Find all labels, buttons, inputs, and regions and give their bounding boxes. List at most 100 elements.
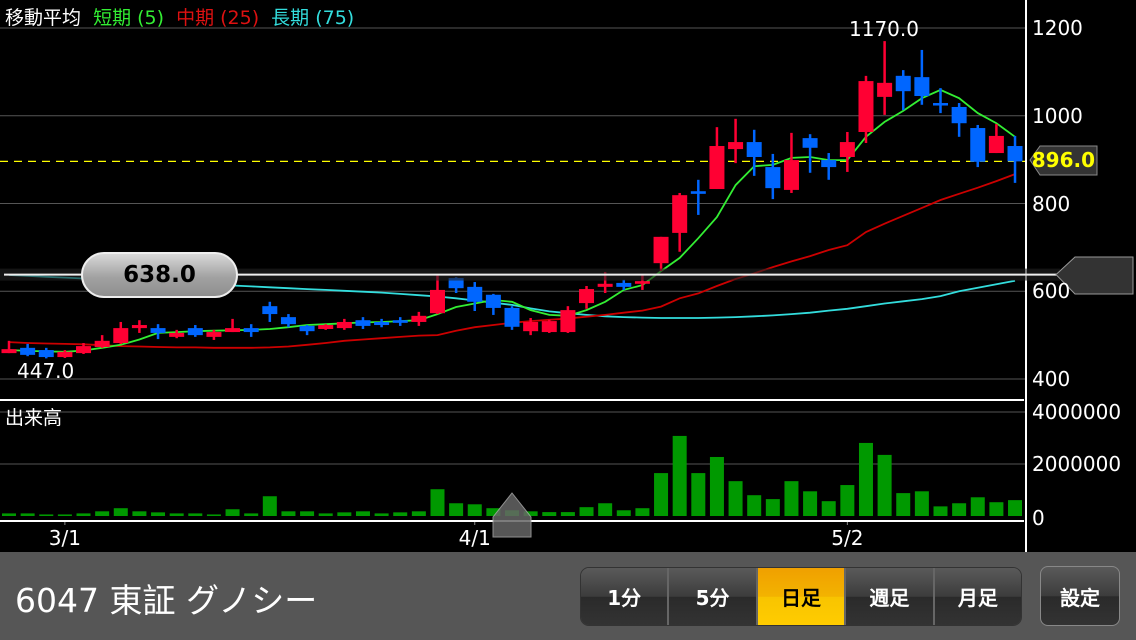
candle-body	[523, 321, 539, 332]
volume-bar	[76, 513, 91, 516]
candle-body	[411, 315, 427, 322]
period-weekly-button[interactable]: 週足	[846, 568, 935, 625]
volume-bar	[989, 502, 1004, 516]
candle-body	[187, 328, 203, 336]
volume-bar	[803, 491, 818, 516]
price-axis-label: 600	[1032, 279, 1071, 304]
candle-body	[169, 332, 185, 337]
volume-bar	[616, 510, 631, 516]
candlestick	[1, 340, 17, 354]
candle-body	[616, 282, 632, 287]
volume-bar	[2, 513, 16, 516]
volume-bar	[896, 493, 911, 516]
price-axis-label: 1000	[1032, 103, 1083, 128]
date-axis-label: 3/1	[48, 526, 81, 550]
volume-bar	[411, 511, 426, 516]
candlestick	[20, 343, 36, 357]
candle-body	[131, 325, 147, 329]
candle-body	[448, 278, 464, 289]
volume-bar	[747, 495, 762, 516]
candlestick	[225, 318, 241, 333]
candle-body	[877, 82, 893, 97]
settings-button[interactable]: 設定	[1040, 566, 1120, 626]
candlestick	[709, 127, 725, 190]
volume-bar	[151, 512, 166, 516]
candle-body	[579, 289, 595, 304]
period-1min-button[interactable]: 1分	[581, 568, 670, 625]
candlestick	[616, 279, 632, 290]
crosshair-price-handle[interactable]	[1055, 256, 1134, 295]
candle-body	[914, 77, 930, 97]
candlestick	[1007, 135, 1023, 183]
volume-bar	[542, 512, 557, 516]
candle-body	[485, 294, 501, 308]
candle-body	[690, 191, 706, 194]
high-price-label: 1170.0	[849, 17, 919, 41]
candlestick	[411, 311, 427, 326]
period-selector: 1分 5分 日足 週足 月足	[580, 567, 1022, 626]
current-price-tag	[1029, 145, 1098, 176]
candle-body	[672, 195, 688, 233]
candle-body	[765, 167, 781, 189]
candle-body	[150, 328, 166, 333]
candlestick	[187, 325, 203, 337]
crosshair-price-label[interactable]: 638.0	[81, 252, 238, 298]
volume-bar	[523, 511, 538, 516]
volume-bar	[598, 503, 613, 516]
volume-bar	[914, 491, 929, 516]
candlestick	[94, 335, 110, 348]
low-price-label: 447.0	[17, 359, 75, 383]
candle-body	[839, 142, 855, 157]
crosshair-date-handle[interactable]	[492, 492, 532, 538]
candle-body	[57, 351, 73, 358]
candlestick	[560, 306, 576, 333]
volume-bar	[393, 512, 408, 516]
period-monthly-button[interactable]: 月足	[934, 568, 1021, 625]
candlestick	[504, 306, 520, 330]
volume-bar	[560, 512, 575, 516]
volume-bar	[467, 504, 482, 516]
volume-bar	[672, 435, 687, 516]
volume-axis-label: 2000000	[1032, 452, 1122, 476]
volume-bar	[337, 512, 352, 516]
candle-body	[746, 142, 762, 157]
candle-body	[467, 286, 483, 302]
candlestick	[783, 132, 799, 193]
volume-bar	[300, 511, 315, 516]
date-axis-label: 5/2	[831, 526, 864, 550]
candlestick	[765, 153, 781, 200]
legend-long-ma: 長期 (75)	[271, 7, 355, 29]
candle-body	[243, 328, 259, 333]
candlestick	[746, 129, 762, 176]
volume-bar	[635, 508, 650, 516]
candle-body	[634, 281, 650, 284]
candle-body	[541, 321, 557, 333]
candlestick	[131, 320, 147, 333]
volume-bar	[654, 473, 669, 516]
volume-bar	[355, 511, 370, 516]
stock-chart[interactable]	[0, 0, 1136, 552]
volume-bar	[952, 503, 967, 516]
volume-bar	[188, 513, 203, 516]
volume-bar	[57, 514, 72, 516]
volume-bar	[858, 442, 873, 516]
volume-bar	[206, 514, 221, 516]
candlestick	[336, 318, 352, 330]
volume-bar	[169, 513, 184, 516]
candle-body	[318, 325, 334, 329]
candle-body	[970, 128, 986, 162]
candlestick	[280, 314, 296, 328]
period-daily-button[interactable]: 日足	[757, 568, 847, 625]
candlestick	[988, 124, 1004, 154]
volume-bar	[225, 509, 240, 516]
candlestick	[150, 324, 166, 340]
period-5min-button[interactable]: 5分	[669, 568, 758, 625]
volume-bar	[374, 513, 389, 516]
candlestick	[802, 134, 818, 173]
volume-bar	[430, 489, 445, 516]
candle-body	[653, 236, 669, 264]
volume-bar	[262, 496, 277, 516]
candle-body	[225, 328, 241, 333]
candle-body	[38, 350, 54, 358]
candlestick	[821, 153, 837, 180]
